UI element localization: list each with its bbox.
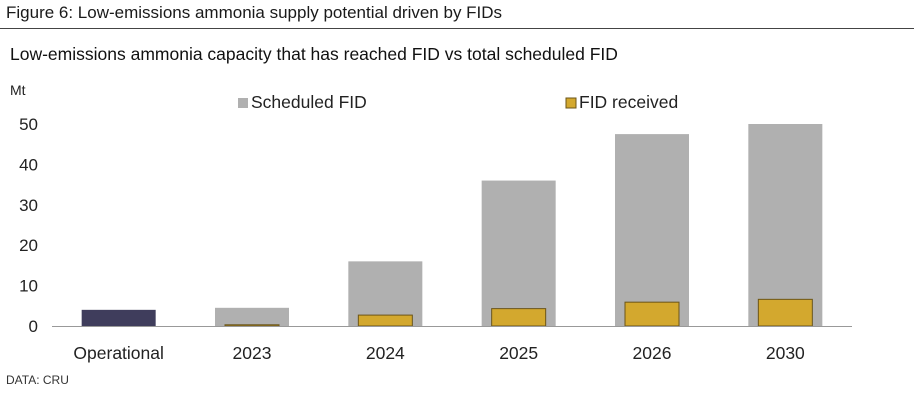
bar-fid-received — [624, 301, 680, 327]
y-tick-label: 30 — [19, 196, 38, 215]
bar-series — [81, 124, 823, 327]
bar-scheduled-fid — [215, 307, 289, 326]
bar-fid-received — [757, 298, 813, 327]
bar-scheduled-fid — [615, 134, 689, 326]
x-tick-label: 2025 — [499, 343, 538, 363]
bar-fid-received — [357, 314, 413, 327]
y-tick-label: 20 — [19, 236, 38, 255]
y-tick-label: 40 — [19, 155, 38, 174]
chart-title: Low-emissions ammonia capacity that has … — [10, 44, 618, 64]
x-tick-label: Operational — [73, 343, 163, 363]
y-tick-label: 0 — [29, 317, 38, 336]
x-tick-label: 2026 — [633, 343, 672, 363]
y-tick-label: 50 — [19, 115, 38, 134]
figure-title-rule — [0, 28, 914, 29]
legend-swatch — [565, 97, 577, 109]
bar-scheduled-fid — [748, 124, 823, 326]
legend-swatch — [238, 98, 248, 108]
bar-fid-received — [224, 324, 280, 327]
figure-title: Figure 6: Low-emissions ammonia supply p… — [6, 3, 503, 22]
data-source: DATA: CRU — [6, 373, 69, 387]
legend-label: Scheduled FID — [251, 92, 367, 112]
legend-label: FID received — [579, 92, 678, 112]
bar-operational — [81, 309, 156, 326]
x-tick-label: 2023 — [233, 343, 272, 363]
legend: Scheduled FID FID received — [238, 92, 678, 112]
x-tick-label: 2030 — [766, 343, 805, 363]
bar-fid-received — [491, 308, 547, 327]
bar-scheduled-fid — [481, 180, 556, 326]
x-axis-ticks: Operational 2023 2024 2025 2026 2030 — [73, 343, 805, 363]
x-tick-label: 2024 — [366, 343, 405, 363]
y-axis-ticks: 0 10 20 30 40 50 — [19, 115, 38, 336]
y-axis-unit-label: Mt — [10, 82, 26, 98]
y-tick-label: 10 — [19, 277, 38, 296]
